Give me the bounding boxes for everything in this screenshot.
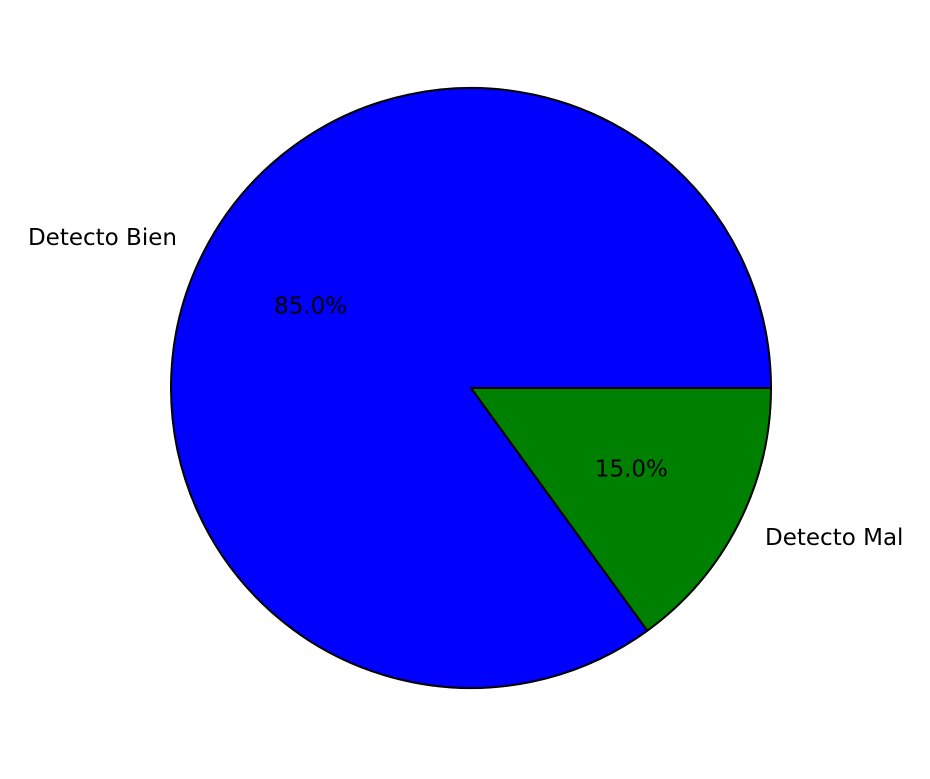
- labels-layer: 85.0% Detecto Bien 15.0% Detecto Mal: [28, 225, 903, 551]
- pie-category-label: Detecto Bien: [28, 225, 177, 251]
- slices-layer: [170, 87, 772, 689]
- pie-percent-label: 15.0%: [595, 457, 668, 483]
- pie-category-label: Detecto Mal: [765, 525, 903, 551]
- pie-slice-detecto-mal: [470, 387, 772, 632]
- pie-percent-label: 85.0%: [274, 293, 347, 319]
